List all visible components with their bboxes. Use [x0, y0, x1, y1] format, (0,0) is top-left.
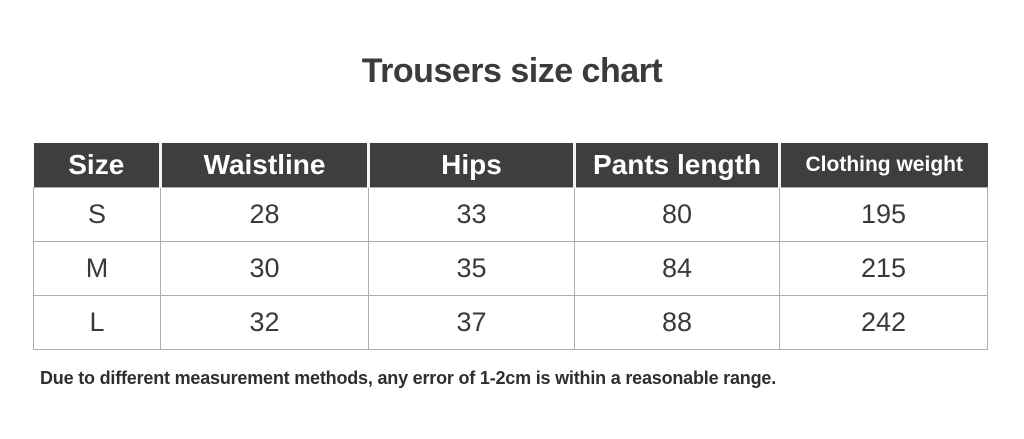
measurement-disclaimer: Due to different measurement methods, an… — [40, 368, 776, 388]
cell-size: S — [33, 186, 161, 242]
column-header-waistline: Waistline — [159, 143, 369, 187]
cell-hips: 33 — [368, 186, 575, 242]
size-chart-table: Size Waistline Hips Pants length Clothin… — [33, 143, 988, 350]
cell-clothing-weight: 242 — [779, 294, 988, 350]
table-header-row: Size Waistline Hips Pants length Clothin… — [33, 143, 988, 187]
cell-clothing-weight: 195 — [779, 186, 988, 242]
table-row-size-m: M 30 35 84 215 — [33, 240, 988, 296]
table-row-size-l: L 32 37 88 242 — [33, 294, 988, 350]
cell-waistline: 32 — [160, 294, 369, 350]
cell-size: L — [33, 294, 161, 350]
cell-hips: 37 — [368, 294, 575, 350]
column-header-size: Size — [33, 143, 161, 187]
table-row-size-s: S 28 33 80 195 — [33, 186, 988, 242]
column-header-hips: Hips — [367, 143, 575, 187]
cell-waistline: 30 — [160, 240, 369, 296]
cell-waistline: 28 — [160, 186, 369, 242]
cell-pants-length: 84 — [574, 240, 780, 296]
cell-pants-length: 88 — [574, 294, 780, 350]
cell-hips: 35 — [368, 240, 575, 296]
cell-pants-length: 80 — [574, 186, 780, 242]
column-header-pants-length: Pants length — [573, 143, 780, 187]
cell-clothing-weight: 215 — [779, 240, 988, 296]
page-title: Trousers size chart — [361, 52, 663, 90]
column-header-clothing-weight: Clothing weight — [778, 143, 988, 187]
cell-size: M — [33, 240, 161, 296]
